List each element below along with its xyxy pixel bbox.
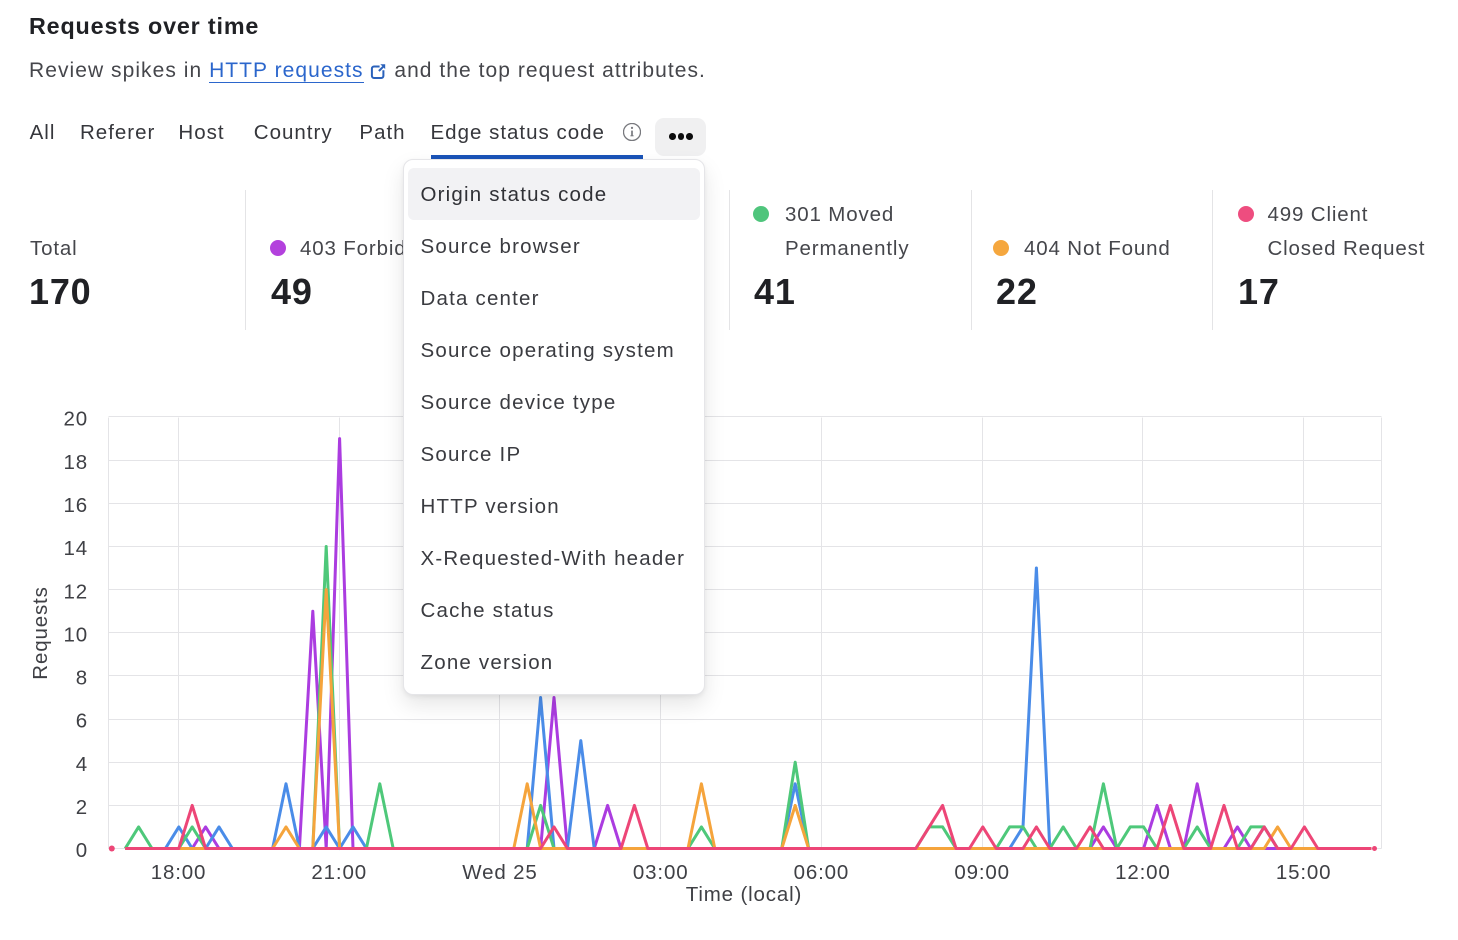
svg-text:Time (local): Time (local) — [686, 883, 803, 906]
svg-text:6: 6 — [76, 710, 88, 733]
svg-text:15:00: 15:00 — [1276, 861, 1332, 884]
svg-text:14: 14 — [63, 537, 88, 560]
svg-text:03:00: 03:00 — [633, 861, 689, 884]
svg-text:09:00: 09:00 — [954, 861, 1010, 884]
svg-text:18:00: 18:00 — [151, 861, 207, 884]
svg-text:20: 20 — [63, 408, 88, 431]
svg-text:12:00: 12:00 — [1115, 861, 1171, 884]
svg-text:2: 2 — [76, 796, 88, 819]
svg-text:4: 4 — [76, 753, 88, 776]
svg-text:Wed 25: Wed 25 — [462, 861, 537, 884]
svg-text:0: 0 — [76, 839, 88, 862]
svg-text:8: 8 — [76, 667, 88, 690]
svg-text:18: 18 — [63, 451, 88, 474]
svg-text:06:00: 06:00 — [794, 861, 850, 884]
svg-text:21:00: 21:00 — [311, 861, 367, 884]
svg-text:16: 16 — [63, 494, 88, 517]
svg-text:Requests: Requests — [29, 586, 52, 679]
svg-text:10: 10 — [63, 624, 88, 647]
svg-text:12: 12 — [63, 580, 88, 603]
